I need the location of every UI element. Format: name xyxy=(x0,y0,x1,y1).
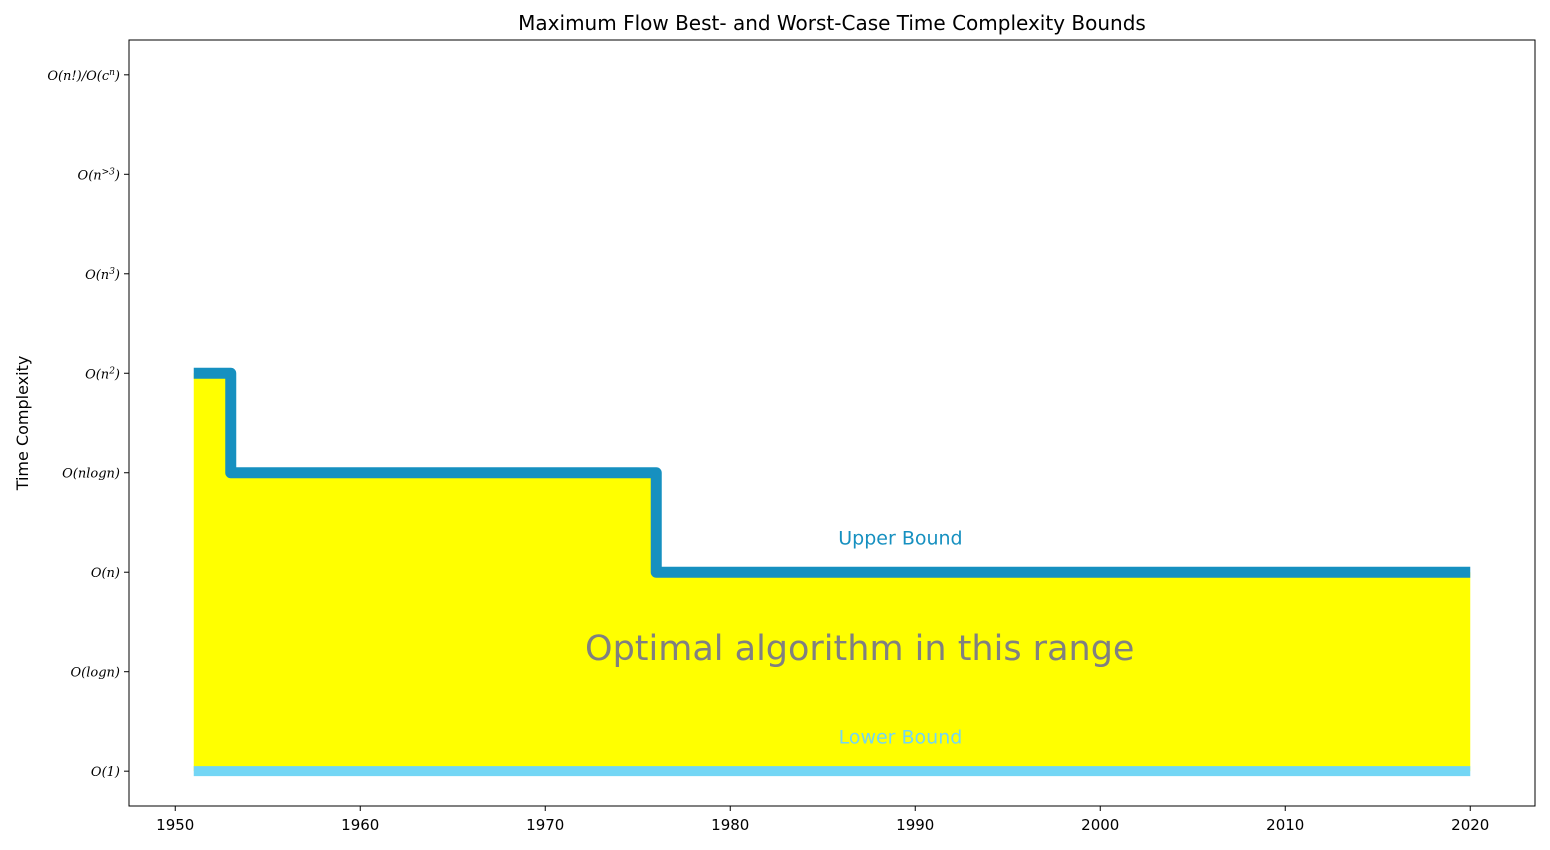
x-tick-label: 1960 xyxy=(341,816,379,834)
x-tick-label: 1990 xyxy=(896,816,934,834)
x-axis: 1950 1960 1970 1980 1990 2000 2010 2020 xyxy=(156,806,1489,834)
y-tick-label: O(n!)/O(cn) xyxy=(47,68,120,84)
range-label: Optimal algorithm in this range xyxy=(585,629,1134,669)
x-tick-label: 2010 xyxy=(1266,816,1304,834)
y-tick-label: O(logn) xyxy=(71,666,120,681)
plot-frame xyxy=(128,39,1536,807)
upper-bound-line xyxy=(193,367,1471,578)
x-tick-label: 2020 xyxy=(1451,816,1489,834)
lower-label: Lower Bound xyxy=(839,726,963,748)
y-tick-label: O(n2) xyxy=(85,366,120,382)
x-tick-label: 1950 xyxy=(156,816,194,834)
y-tick-label: O(n>3) xyxy=(78,167,120,183)
y-tick-label: O(n) xyxy=(91,566,120,581)
x-tick-label: 1980 xyxy=(711,816,749,834)
plot-area xyxy=(193,367,1471,777)
annotations: Upper Bound Lower Bound Optimal algorithm … xyxy=(585,527,1134,748)
y-axis: O(1) O(logn) O(n) O(nlogn) O(n2) O(n3) O(n>3) O… xyxy=(47,68,129,780)
x-tick-label: 1970 xyxy=(526,816,564,834)
y-axis-label: Time Complexity xyxy=(13,356,32,492)
upper-label: Upper Bound xyxy=(838,527,962,549)
chart-title: Maximum Flow Best- and Worst-Case Time C… xyxy=(518,11,1146,35)
y-tick-label: O(n3) xyxy=(85,267,120,283)
y-tick-label: O(1) xyxy=(91,765,120,780)
y-tick-label: O(nlogn) xyxy=(62,467,120,482)
x-tick-label: 2000 xyxy=(1081,816,1119,834)
